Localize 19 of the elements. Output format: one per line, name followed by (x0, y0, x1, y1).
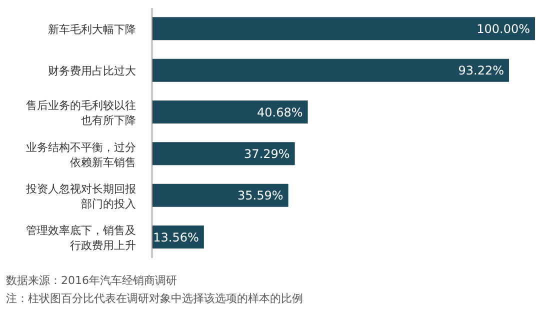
y-tick-label: 管理效率底下，销售及行政费用上升 (26, 224, 136, 252)
y-tick-label: 业务结构不平衡，过分依赖新车销售 (26, 140, 136, 169)
data-label: 13.56% (153, 230, 199, 244)
data-label: 93.22% (458, 64, 504, 78)
bar (152, 142, 295, 166)
y-tick-label: 投资人忽视对长期回报部门的投入 (25, 182, 136, 210)
data-label: 40.68% (257, 105, 303, 120)
bar (152, 100, 308, 124)
y-tick-label: 新车毛利大幅下降 (48, 22, 136, 36)
data-label: 100.00% (476, 22, 530, 36)
bar (152, 17, 535, 40)
data-label: 37.29% (244, 146, 290, 161)
y-tick-label: 售后业务的毛利较以往也有所下降 (26, 99, 136, 128)
bar (152, 58, 510, 82)
text: 注：柱状图百分比代表在调研对象中选择该选项的样本的比例 (6, 291, 304, 307)
data-label: 35.59% (238, 188, 284, 203)
bar (152, 184, 288, 207)
y-tick-label: 财务费用占比过大 (48, 64, 136, 78)
source-note: 数据来源：2016年汽车经销商调研 (6, 273, 178, 289)
